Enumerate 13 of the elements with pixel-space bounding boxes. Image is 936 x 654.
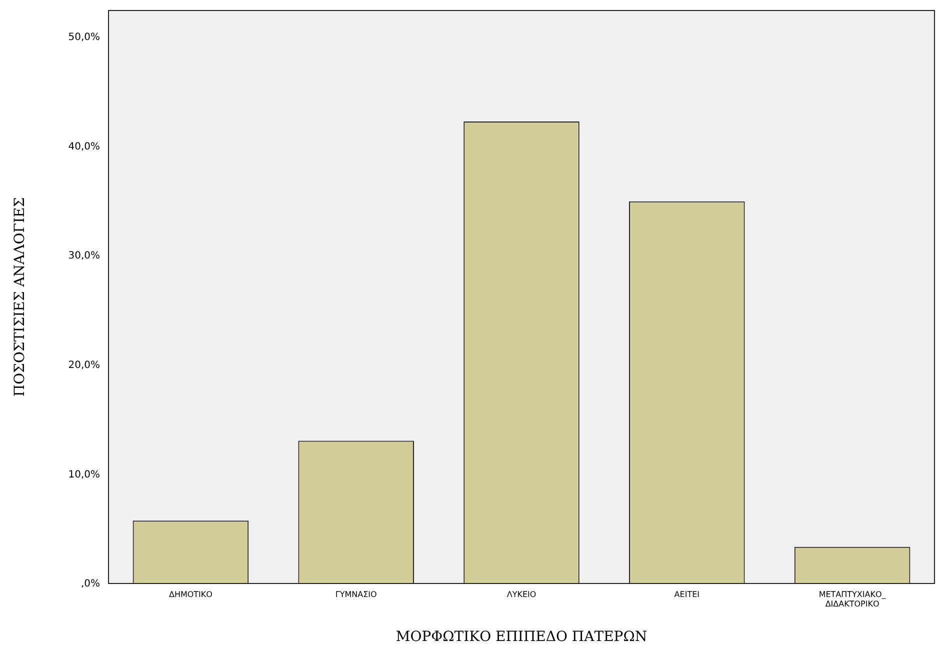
y-tick-label: 50,0%	[68, 32, 100, 43]
y-axis-title: ΠΟΣΟΣΤΙΣΙΕΣ ΑΝΑΛΟΓΙΕΣ	[12, 197, 28, 397]
x-tick-label: ΛΥΚΕΙΟ	[506, 590, 536, 599]
y-tick-label: 40,0%	[68, 141, 100, 152]
x-tick-label: ΜΕΤΑΠΤΥΧΙΑΚΟ_ΔΙΔΑΚΤΟΡΙΚΟ	[818, 590, 887, 608]
x-tick-label: ΑΕΙΤΕΙ	[674, 590, 700, 599]
x-tick-label: ΓΥΜΝΑΣΙΟ	[335, 590, 377, 599]
y-tick-label: 10,0%	[68, 469, 100, 480]
y-tick-label: 20,0%	[68, 360, 100, 371]
y-tick-label: ,0%	[80, 578, 100, 590]
x-tick-label: ΔΗΜΟΤΙΚΟ	[168, 590, 212, 599]
x-axis-title: ΜΟΡΦΩΤΙΚΟ ΕΠΙΠΕΔΟ ΠΑΤΕΡΩΝ	[396, 629, 648, 646]
y-tick-label: 30,0%	[68, 250, 100, 262]
